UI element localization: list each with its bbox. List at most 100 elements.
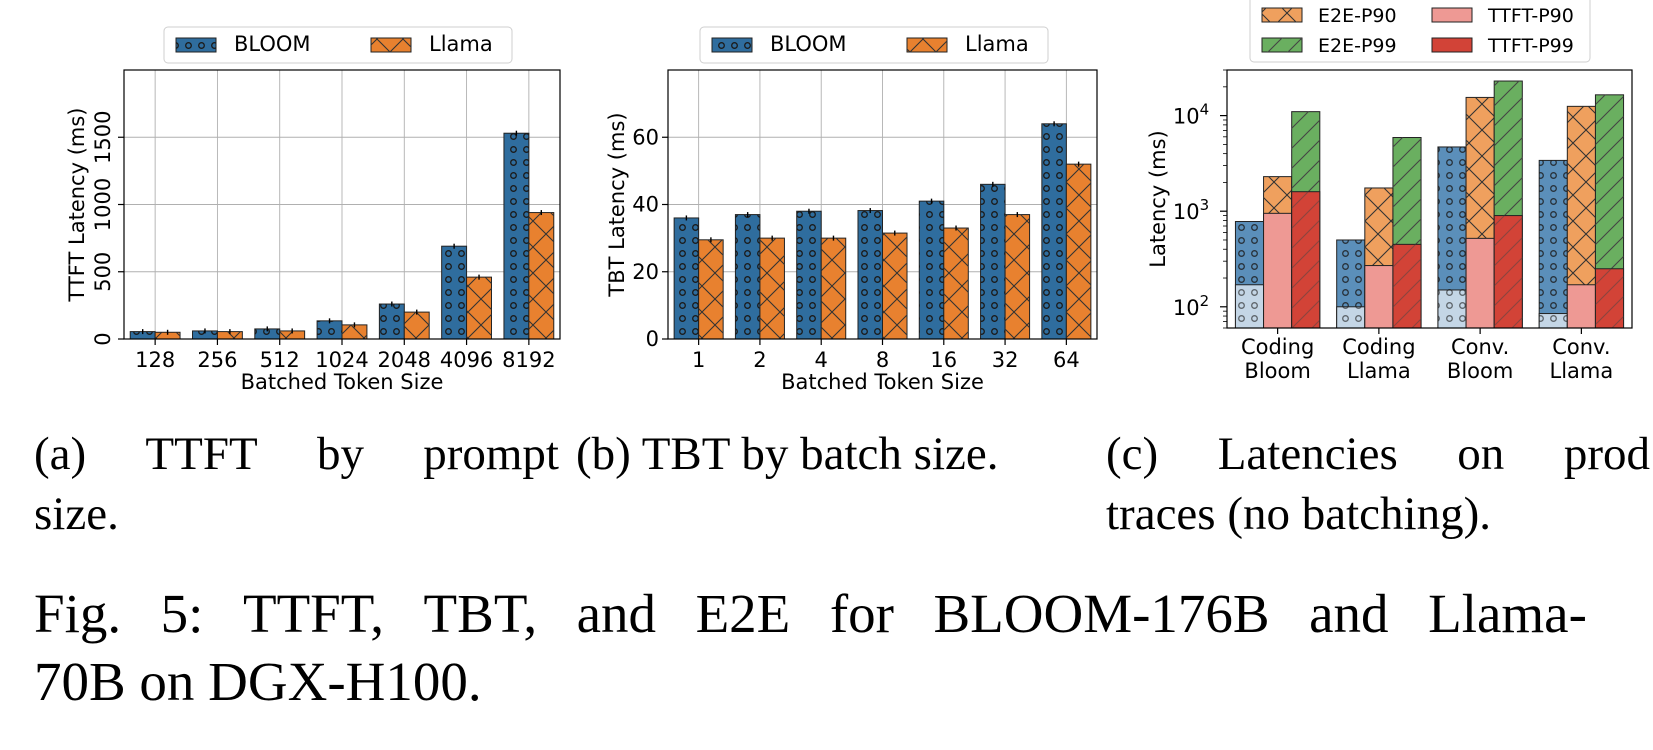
- chart-b-ytick-label: 20: [632, 260, 659, 284]
- figure-caption-line1: Fig. 5: TTFT, TBT, and E2E for BLOOM-176B and Lla…: [34, 580, 1587, 648]
- chart-a-bar-hatch: [130, 331, 156, 339]
- caption-c-word-3: prod: [1563, 428, 1650, 480]
- caption-a-line1: (a) TTFT by prompt: [34, 424, 559, 484]
- chart-a-legend-box: [163, 26, 513, 64]
- chart-a-ytick-label: 1000: [91, 178, 115, 231]
- chart-a-xtick-label: 1024: [315, 348, 368, 372]
- chart-a-xtick-label: 4096: [440, 348, 493, 372]
- caption-c-word-2: on: [1457, 428, 1505, 480]
- chart-b-ytick-label: 60: [632, 125, 659, 149]
- chart-a-ytick-label: 0: [91, 332, 115, 345]
- chart-b-bar-hatch: [759, 238, 785, 339]
- figure-caption-word-0: Fig.: [34, 583, 122, 644]
- figure-caption-word-2: TTFT,: [242, 583, 385, 644]
- chart-c-ytick-label: 103: [1173, 196, 1209, 224]
- chart-b-xlabel: Batched Token Size: [781, 370, 984, 394]
- chart-c-ytick-label: 104: [1173, 101, 1209, 129]
- chart-b-ytick-label: 0: [646, 327, 659, 351]
- chart-a-ylabel: TTFT Latency (ms): [65, 108, 89, 303]
- figure-caption-word-9: Llama-: [1428, 583, 1587, 644]
- chart-b-bar-hatch: [857, 210, 883, 339]
- chart-b-bar-hatch: [1005, 214, 1030, 339]
- chart-c-bar-hatch: [1291, 191, 1320, 328]
- chart-c-legend-swatch: [1431, 7, 1473, 23]
- chart-b-xtick-label: 16: [930, 348, 957, 372]
- chart-b-bar-hatch: [821, 238, 846, 339]
- chart-a-bar-hatch: [441, 246, 467, 339]
- caption-c-line1: (c) Latencies on prod: [1106, 424, 1650, 484]
- chart-a-bar-hatch: [342, 324, 367, 339]
- chart-c-latency: CodingBloomCodingLlamaConv.BloomConv.Lla…: [1146, 0, 1633, 383]
- chart-b-bar-hatch: [980, 184, 1006, 339]
- chart-c-bar-hatch: [1595, 268, 1624, 328]
- figure-caption-word-3: TBT,: [423, 583, 538, 644]
- chart-c-bar-ttft-p90: [1263, 212, 1293, 329]
- caption-a-word-0: (a): [34, 428, 87, 480]
- chart-b-tbt: 0 20 40 60 1 2 4 8 16 32 64 Batched Token Size TBT L…: [605, 26, 1098, 394]
- figure-caption-word-1: 5:: [160, 583, 204, 644]
- chart-a-ytick-label: 1500: [91, 111, 115, 164]
- chart-a-bar-hatch: [192, 330, 218, 339]
- chart-a-bar-hatch: [528, 212, 554, 339]
- chart-c-ytick-label: 102: [1173, 292, 1209, 320]
- chart-b-bar-hatch: [943, 228, 969, 339]
- chart-c-ylabel: Latency (ms): [1146, 130, 1170, 267]
- chart-c-xtick-label: Coding: [1241, 335, 1314, 359]
- chart-a-ttft: 0 500 1000 1500 128 256 512 1024 2048 4096 8192 Bat…: [65, 26, 561, 394]
- chart-c-bar-ttft-p90: [1566, 284, 1596, 329]
- chart-a-legend-label: BLOOM: [234, 32, 311, 56]
- chart-a-bar-hatch: [155, 332, 181, 339]
- chart-c-xtick-label: Coding: [1342, 335, 1415, 359]
- chart-a-bar-hatch: [379, 304, 405, 339]
- caption-c-word-0: (c): [1106, 428, 1159, 480]
- chart-c-bar-hatch: [1437, 289, 1467, 328]
- chart-c-legend-label: E2E-P99: [1318, 35, 1397, 57]
- chart-c-bar-ttft-p90: [1465, 237, 1495, 329]
- chart-a-legend-label: Llama: [429, 32, 493, 56]
- chart-a-ytick-label: 500: [91, 252, 115, 292]
- chart-a-bar-hatch: [279, 330, 305, 339]
- chart-b-bar-hatch: [1041, 123, 1067, 339]
- chart-a-xtick-label: 512: [260, 348, 300, 372]
- caption-a-word-3: prompt: [423, 428, 559, 480]
- chart-c-xtick-label: Llama: [1550, 359, 1614, 383]
- chart-b-ylabel: TBT Latency (ms): [605, 112, 629, 297]
- chart-a-xtick-label: 8192: [502, 348, 555, 372]
- chart-a-bar-hatch: [466, 277, 492, 339]
- chart-c-bar-hatch: [1539, 160, 1568, 328]
- chart-b-legend-box: [699, 26, 1049, 64]
- chart-a-xtick-label: 256: [197, 348, 237, 372]
- chart-b-legend-label: Llama: [965, 32, 1029, 56]
- caption-b-text: (b) TBT by batch size.: [576, 428, 999, 480]
- caption-a-word-2: by: [316, 428, 364, 480]
- chart-c-axes-frame: [1226, 69, 1633, 329]
- chart-b-legend-label: BLOOM: [770, 32, 847, 56]
- chart-c-xtick-label: Bloom: [1244, 359, 1310, 383]
- chart-b-xtick-label: 2: [753, 348, 766, 372]
- chart-c-bar-hatch: [1392, 244, 1422, 328]
- chart-b-bar-hatch: [735, 214, 760, 339]
- chart-c-bar-hatch: [1494, 215, 1523, 328]
- chart-c-bar-hatch: [1539, 313, 1568, 328]
- chart-c-xtick-label: Bloom: [1447, 359, 1513, 383]
- caption-a: (a) TTFT by prompt size.: [34, 424, 559, 544]
- caption-a-line2: size.: [34, 488, 119, 540]
- chart-c-bar-hatch: [1235, 284, 1264, 328]
- chart-b-bar-hatch: [698, 239, 724, 339]
- caption-a-word-1: TTFT: [145, 428, 258, 480]
- chart-b-xtick-label: 64: [1053, 348, 1080, 372]
- chart-b-legend-swatch-hatch: [907, 38, 947, 52]
- chart-a-legend-swatch-hatch: [371, 38, 411, 52]
- chart-c-legend-swatch: [1431, 37, 1473, 53]
- chart-b-xtick-label: 32: [992, 348, 1019, 372]
- chart-a-bar-hatch: [254, 328, 280, 339]
- chart-a-bar-hatch: [217, 331, 243, 339]
- figure-caption-line2: 70B on DGX-H100.: [34, 651, 482, 712]
- chart-b-xtick-label: 1: [692, 348, 705, 372]
- chart-b-xtick-label: 8: [876, 348, 889, 372]
- chart-a-xlabel: Batched Token Size: [241, 370, 444, 394]
- figure-caption-word-7: BLOOM-176B: [933, 583, 1270, 644]
- caption-c-word-1: Latencies: [1217, 428, 1398, 480]
- figure-caption: Fig. 5: TTFT, TBT, and E2E for BLOOM-176B and Lla…: [34, 580, 1594, 716]
